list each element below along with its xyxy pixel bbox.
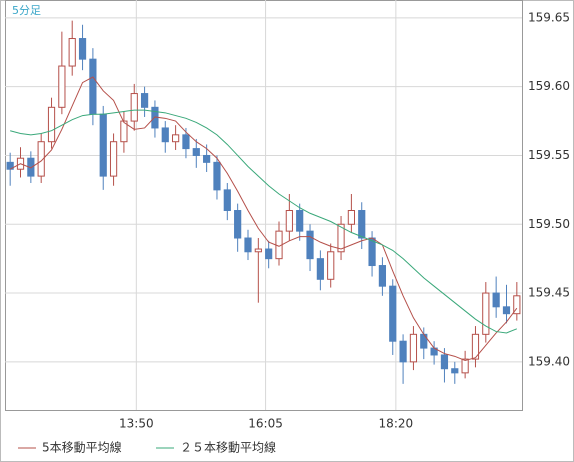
- y-tick-label: 159.60: [528, 79, 570, 93]
- candle-body: [47, 106, 56, 143]
- candle-body: [378, 265, 387, 287]
- candle-body: [451, 368, 459, 374]
- candle-body: [130, 93, 138, 122]
- y-tick-label: 159.50: [528, 217, 570, 231]
- candle-body: [358, 210, 366, 239]
- moving-average-line: [9, 76, 518, 361]
- candle-body: [203, 154, 211, 163]
- candle-body: [399, 340, 407, 363]
- candle-body: [337, 223, 345, 253]
- legend-label: ２５本移動平均線: [180, 440, 276, 455]
- candle-body: [347, 210, 355, 225]
- candle-body: [182, 134, 190, 150]
- y-tick-label: 159.65: [528, 10, 570, 24]
- y-tick-label: 159.55: [528, 148, 570, 162]
- candle-body: [461, 358, 469, 374]
- candle-body: [68, 38, 76, 67]
- x-tick-label: 16:05: [248, 417, 283, 431]
- candle-body: [37, 141, 45, 177]
- candle-body: [254, 248, 262, 253]
- candle-body: [99, 113, 107, 177]
- candle-body: [265, 248, 273, 260]
- x-tick-label: 18:20: [379, 417, 414, 431]
- candle-body: [440, 354, 449, 370]
- candle-body: [140, 93, 149, 108]
- candle-body: [285, 210, 293, 232]
- y-tick-label: 159.45: [528, 286, 570, 300]
- candle-body: [296, 210, 304, 232]
- candle-body: [306, 230, 314, 260]
- candle-body: [327, 251, 335, 280]
- candle-body: [120, 120, 128, 143]
- moving-average-line: [10, 109, 518, 334]
- candle-body: [161, 127, 169, 143]
- candle-body: [89, 58, 97, 115]
- candle-body: [409, 333, 418, 363]
- candle-body: [316, 258, 324, 280]
- candle-body: [213, 161, 221, 191]
- candle-body: [492, 292, 500, 308]
- candle-body: [389, 285, 397, 342]
- candle-body: [78, 38, 87, 60]
- candle-body: [502, 306, 511, 315]
- candle-body: [192, 148, 200, 156]
- chart-title: 5分足: [12, 4, 41, 17]
- x-tick-label: 13:50: [119, 417, 154, 431]
- candle-body: [234, 210, 242, 239]
- candle-body: [482, 292, 490, 335]
- candle-body: [471, 333, 480, 360]
- candle-body: [27, 157, 35, 177]
- candle-body: [172, 134, 180, 143]
- candle-body: [109, 141, 118, 177]
- candle-body: [58, 65, 66, 108]
- candle-body: [513, 295, 521, 315]
- plot-area: [5, 0, 523, 411]
- candle-body: [223, 189, 231, 212]
- legend-label: 5本移動平均線: [42, 440, 122, 455]
- y-tick-label: 159.40: [528, 354, 570, 368]
- candle-body: [244, 237, 252, 253]
